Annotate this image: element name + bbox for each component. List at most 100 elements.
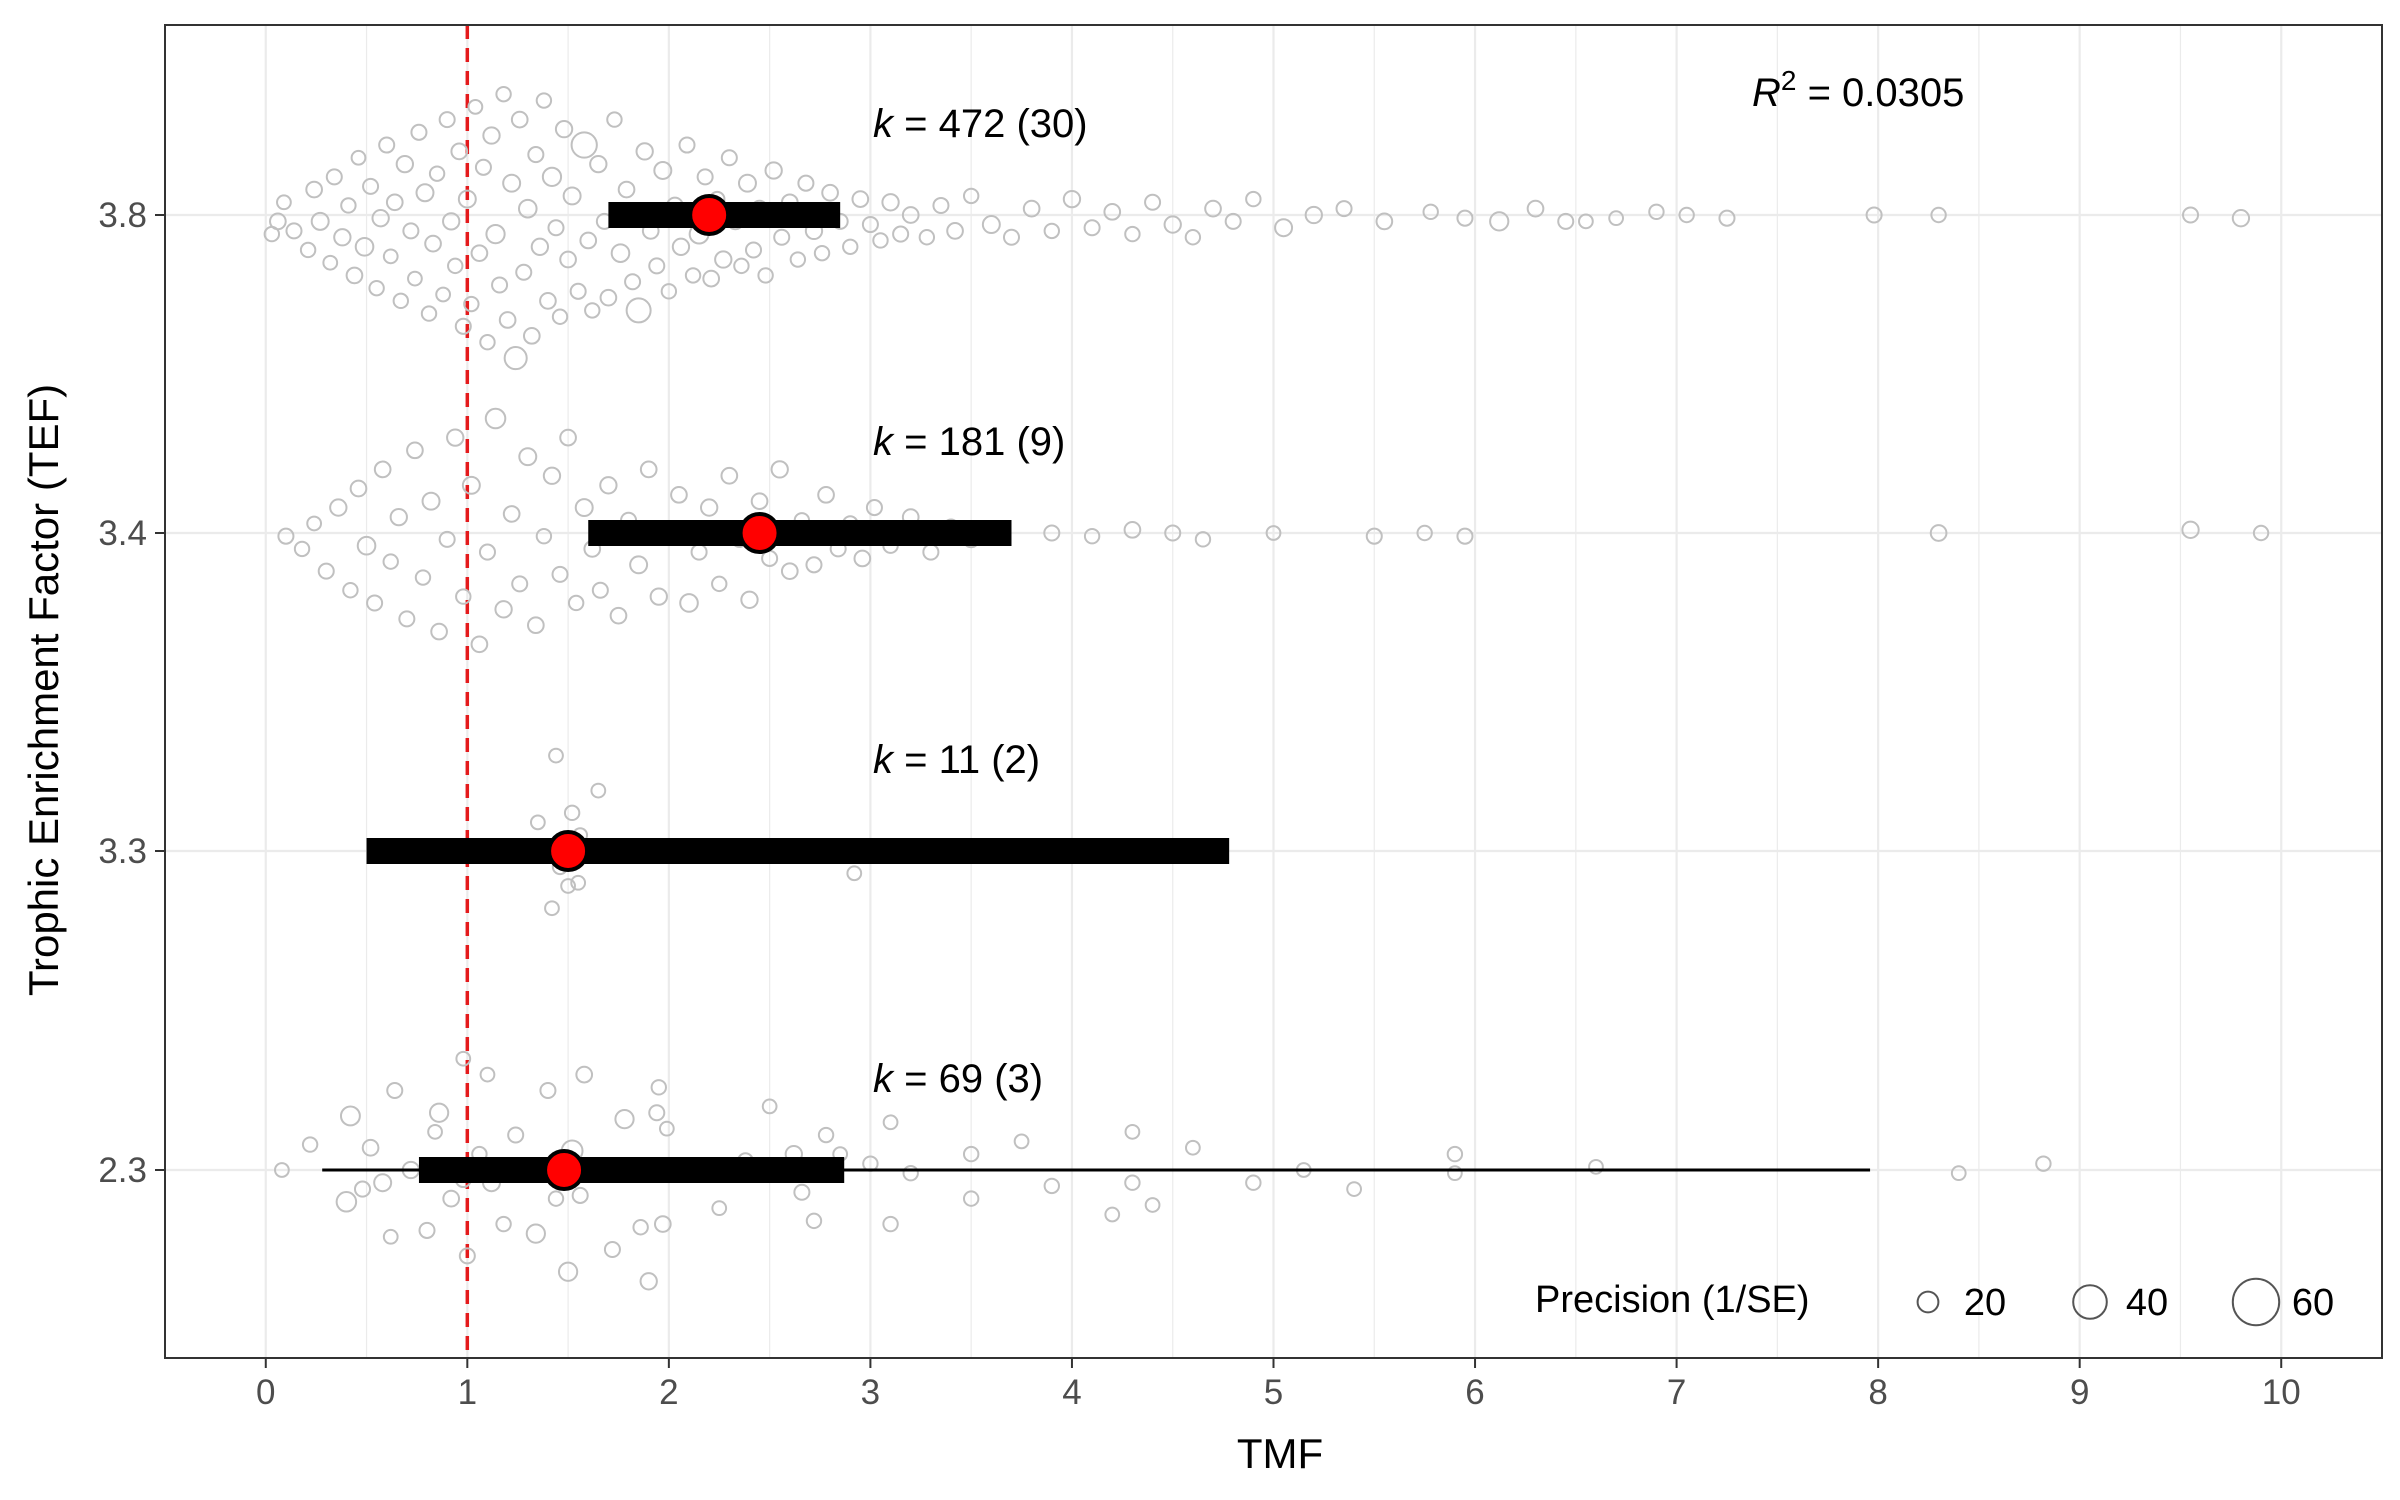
data-point [467,99,484,115]
data-point [535,92,553,109]
data-point [494,600,513,619]
data-point [1123,520,1142,539]
data-point [503,346,528,371]
y-tick-label: 2.3 [98,1151,147,1190]
data-point [789,251,807,268]
data-point [454,317,472,335]
data-point [567,594,585,612]
data-point [793,1183,811,1201]
data-point [502,173,522,193]
estimate-point [688,194,731,236]
data-point [1184,229,1202,246]
data-point [609,606,628,625]
data-point [882,1215,899,1233]
legend-label: 60 [2292,1282,2334,1324]
data-point [797,174,815,192]
y-tick-label: 3.3 [98,832,147,871]
data-point [428,1102,450,1123]
data-point [817,1126,835,1144]
data-point [1718,209,1736,227]
data-point [679,593,699,613]
legend-label: 40 [2126,1282,2168,1324]
k-label: k = 472 (30) [873,102,1088,146]
data-point [817,486,835,504]
data-point [569,282,587,300]
data-point [606,111,623,128]
data-point [629,555,649,575]
data-point [529,814,546,831]
data-point [589,154,608,174]
y-tick-label: 3.8 [98,196,147,235]
data-point [461,475,481,495]
data-point [395,154,414,174]
legend-title: Precision (1/SE) [1535,1279,1810,1321]
data-point [2181,520,2200,539]
data-point [813,244,831,262]
data-point [1204,199,1222,218]
data-point [599,288,618,307]
data-point [740,590,759,609]
data-point [846,865,863,882]
data-point [684,267,702,284]
x-axis-title: TMF [1237,1430,1323,1477]
data-point [660,283,678,300]
data-point [842,238,859,256]
data-point [458,1247,476,1265]
data-point [366,594,384,612]
k-symbol: k [873,420,895,464]
data-point [648,1104,666,1122]
data-point [1144,1197,1161,1213]
data-point [881,193,900,212]
data-point [761,1098,778,1115]
data-point [1365,527,1383,545]
data-point [901,206,920,224]
data-point [1416,524,1433,542]
data-point [584,302,601,319]
data-point [892,225,910,243]
data-point [574,498,594,518]
x-tick-label: 10 [2262,1373,2301,1412]
data-point [603,1240,621,1259]
data-point [342,582,359,599]
data-point [350,149,367,166]
data-point [479,1066,496,1083]
data-point [1194,531,1212,548]
legend-circle [2072,1284,2108,1320]
data-point [310,211,330,231]
data-point [329,498,348,517]
data-point [678,136,696,154]
x-tick-label: 2 [659,1373,678,1412]
data-point [591,581,609,599]
estimate-point [738,512,781,554]
data-point [563,804,581,822]
data-point [515,263,533,281]
data-point [757,267,774,284]
data-point [482,126,501,145]
r-squared-value: = 0.0305 [1796,71,1964,115]
data-point [1526,199,1545,218]
data-point [1346,1181,1362,1197]
data-point [495,1215,512,1233]
data-point [301,1136,319,1153]
data-point [274,1162,290,1178]
data-point [865,499,883,517]
data-point [962,187,980,205]
data-point [485,223,506,245]
data-point [696,168,714,186]
data-point [447,257,464,275]
data-point [1124,1123,1141,1140]
data-point [421,491,441,511]
data-point [557,1261,579,1282]
k-label: k = 11 (2) [873,738,1040,782]
data-point [547,219,565,237]
data-point [1002,228,1021,246]
data-point [510,110,529,129]
x-tick-label: 0 [256,1373,275,1412]
data-point [750,492,769,511]
data-point [821,183,839,202]
data-point [530,237,550,256]
data-point [385,193,404,212]
data-point [392,292,410,310]
k-value: = 181 (9) [893,420,1065,464]
data-point [507,1126,525,1144]
